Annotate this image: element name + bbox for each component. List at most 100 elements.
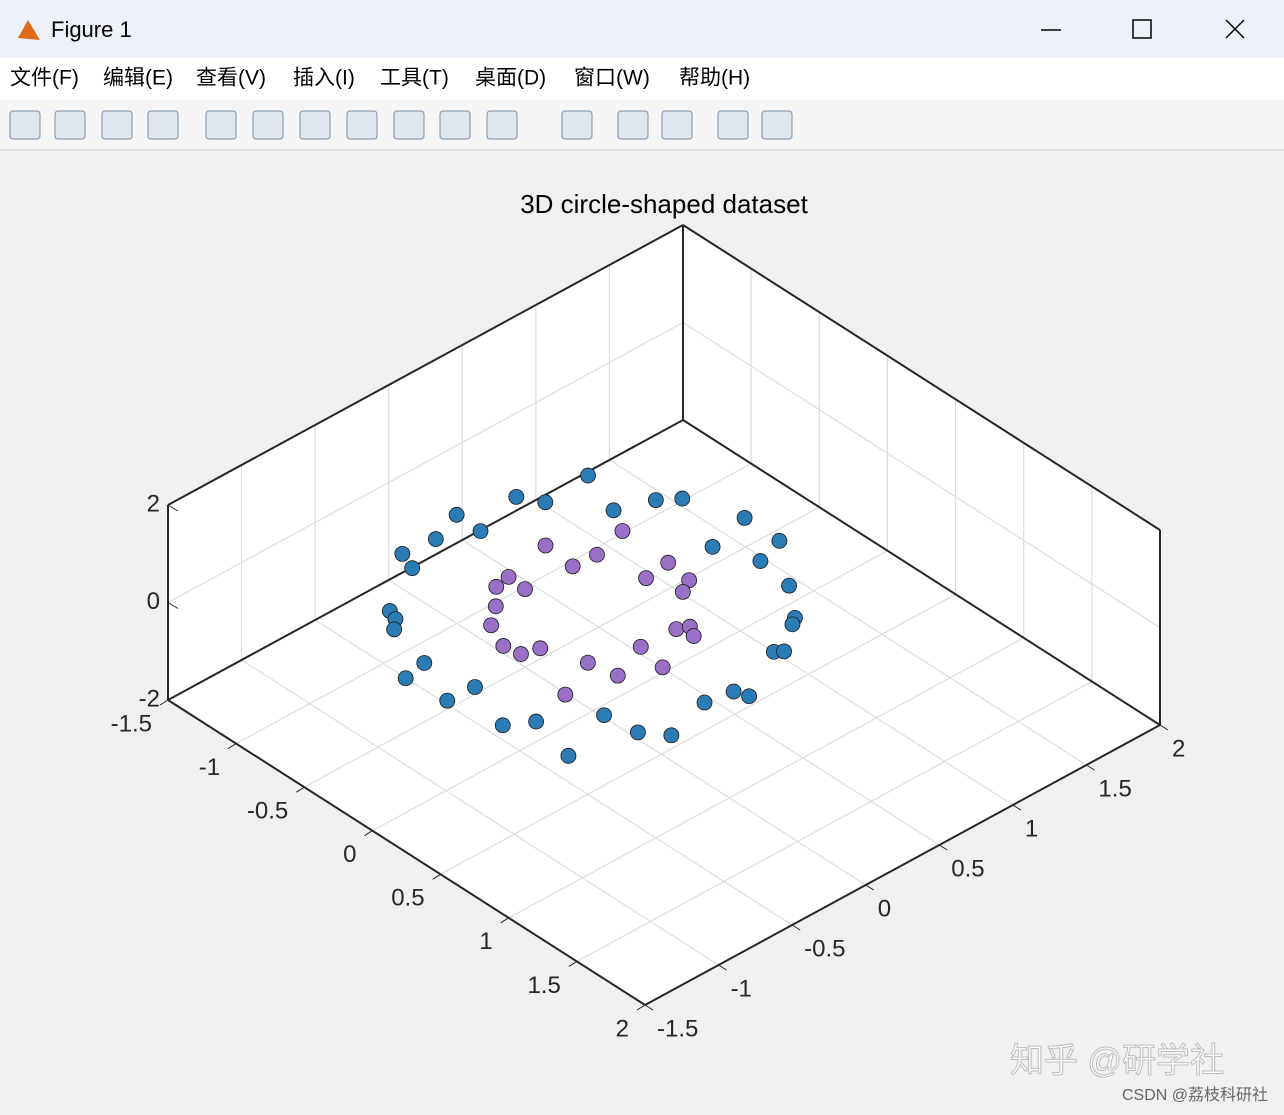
scatter-point xyxy=(416,655,433,671)
toolbar-button[interactable] xyxy=(205,110,237,140)
x-tick-label: 0.5 xyxy=(391,885,424,912)
grid-line xyxy=(167,321,684,604)
scatter-point xyxy=(752,553,769,569)
scatter-point xyxy=(537,494,554,511)
tick-mark xyxy=(865,884,874,891)
axes-edge xyxy=(167,419,684,701)
toolbar-button[interactable] xyxy=(54,110,86,140)
toolbar-button[interactable] xyxy=(486,110,518,140)
menu-item[interactable]: 窗口(W) xyxy=(574,67,650,90)
scatter-point xyxy=(596,707,612,724)
grid-line xyxy=(241,659,719,966)
grid-line xyxy=(303,506,820,788)
scatter-point xyxy=(781,577,797,594)
y-tick-label: -1 xyxy=(731,975,752,1002)
y-tick-label: -0.5 xyxy=(804,935,845,962)
scatter-point xyxy=(630,724,646,741)
toolbar-button[interactable] xyxy=(252,110,284,140)
toolbar-button[interactable] xyxy=(393,110,425,140)
menu-item[interactable]: 插入(I) xyxy=(293,67,355,90)
tick-mark xyxy=(296,786,305,793)
y-tick-label: 0 xyxy=(878,895,891,922)
x-tick-label: -1.5 xyxy=(111,710,152,737)
menu-item[interactable]: 查看(V) xyxy=(196,67,266,90)
tick-mark xyxy=(432,873,441,880)
scatter-point xyxy=(771,532,788,549)
y-tick-label: -1.5 xyxy=(657,1015,698,1042)
tick-mark xyxy=(1012,804,1022,811)
z-tick-label: 0 xyxy=(147,588,160,615)
scatter-point xyxy=(513,646,529,662)
chart-title: 3D circle-shaped dataset xyxy=(520,189,808,219)
x-tick-label: 1 xyxy=(479,928,492,955)
scatter-point xyxy=(685,628,702,644)
scatter-point xyxy=(528,713,545,730)
toolbar-button[interactable] xyxy=(101,110,133,140)
tick-mark xyxy=(718,964,727,971)
close-button[interactable] xyxy=(1225,19,1245,39)
scatter-point xyxy=(579,654,596,671)
watermark: 知乎 @研学社 xyxy=(1010,1042,1224,1080)
menu-item[interactable]: 工具(T) xyxy=(380,67,449,90)
toolbar-button[interactable] xyxy=(147,110,179,140)
z-tick-label: 2 xyxy=(147,490,160,517)
tick-mark xyxy=(364,830,373,837)
scatter-point xyxy=(448,506,465,523)
scatter-point xyxy=(508,488,525,505)
watermark: CSDN @荔枝科研社 xyxy=(1122,1086,1268,1104)
scatter-point xyxy=(736,509,753,526)
x-tick-label: -0.5 xyxy=(247,797,288,824)
x-tick-label: 1.5 xyxy=(527,972,560,999)
tick-mark xyxy=(568,961,578,967)
toolbar-button[interactable] xyxy=(761,110,793,140)
tick-mark xyxy=(227,743,237,749)
scatter-point xyxy=(609,667,626,684)
tick-mark xyxy=(636,1004,646,1011)
scatter-point xyxy=(741,688,757,705)
toolbar-button[interactable] xyxy=(561,110,593,140)
menu-item[interactable]: 帮助(H) xyxy=(679,67,750,90)
toolbar-button[interactable] xyxy=(617,110,649,140)
tick-mark xyxy=(500,917,509,924)
axes-edge xyxy=(167,699,646,1006)
axes-edge xyxy=(682,419,1161,726)
tick-mark xyxy=(167,602,179,609)
y-tick-label: 2 xyxy=(1172,735,1185,762)
scatter-point xyxy=(495,638,512,654)
menu-item[interactable]: 编辑(E) xyxy=(103,67,173,90)
maximize-button[interactable] xyxy=(1132,19,1152,39)
scatter-point xyxy=(386,621,403,638)
toolbar-button[interactable] xyxy=(299,110,331,140)
toolbar-button[interactable] xyxy=(439,110,471,140)
scatter-point xyxy=(638,570,654,587)
scatter-point xyxy=(488,578,505,595)
toolbar-button[interactable] xyxy=(9,110,41,140)
scatter-point xyxy=(439,692,456,709)
tick-mark xyxy=(644,1004,654,1011)
menu-bar xyxy=(0,58,1284,100)
scatter-point xyxy=(404,560,421,577)
grid-line xyxy=(314,619,793,926)
axes-edge xyxy=(167,224,684,506)
scatter-point xyxy=(725,683,742,700)
scatter-point xyxy=(668,621,685,638)
title-bar xyxy=(0,0,1284,58)
scatter-point xyxy=(557,686,574,703)
tick-mark xyxy=(167,504,179,512)
menu-item[interactable]: 桌面(D) xyxy=(475,67,546,90)
tick-mark xyxy=(1086,764,1095,771)
app-icon xyxy=(18,20,40,40)
scatter-point xyxy=(560,747,577,764)
toolbar-button[interactable] xyxy=(661,110,693,140)
grid-line xyxy=(609,459,1087,766)
scatter-point xyxy=(517,581,533,598)
toolbar-button[interactable] xyxy=(346,110,378,140)
scatter-point xyxy=(605,502,622,519)
scatter-point xyxy=(663,727,680,744)
menu-item[interactable]: 文件(F) xyxy=(10,67,79,90)
tick-mark xyxy=(159,699,169,706)
toolbar-button[interactable] xyxy=(717,110,749,140)
scatter-point xyxy=(632,638,649,655)
scatter-point xyxy=(784,616,801,633)
scatter-point xyxy=(500,569,517,585)
